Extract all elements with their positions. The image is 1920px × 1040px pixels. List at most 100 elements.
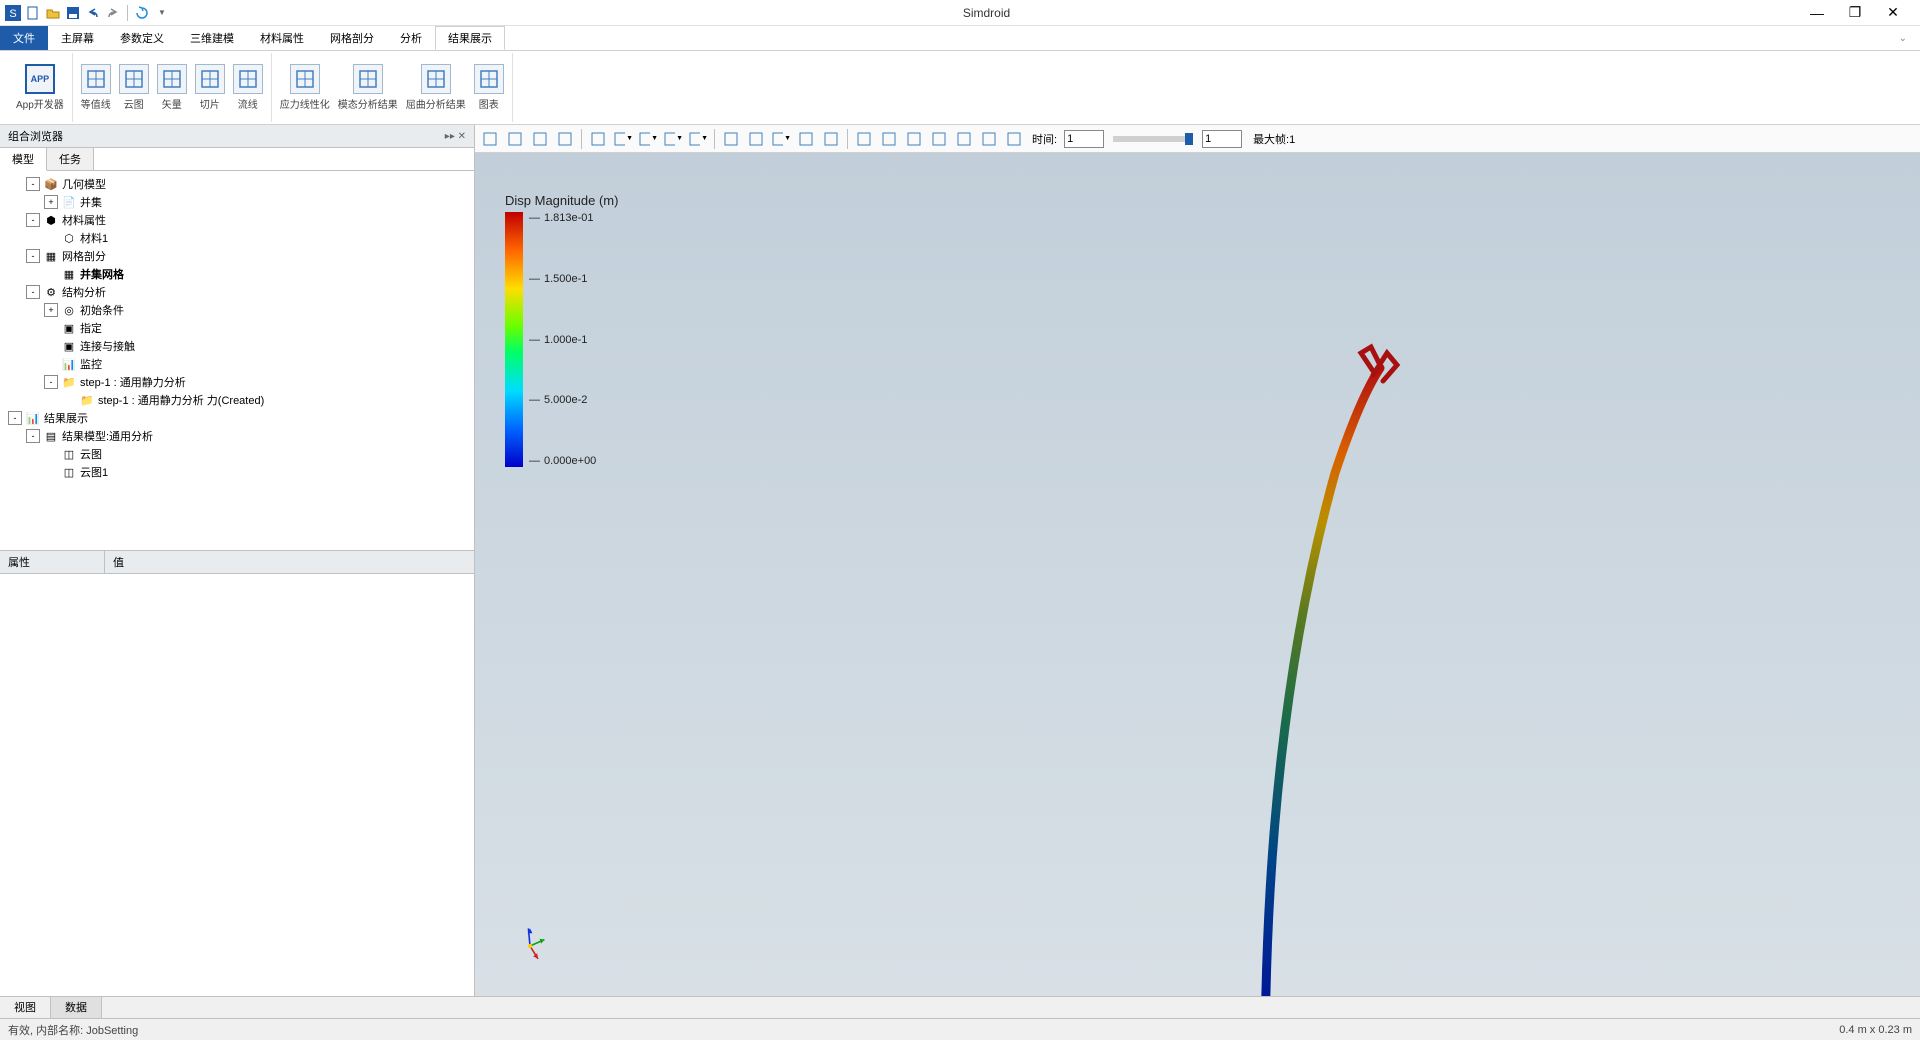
- tree-item-icon: ▦: [61, 266, 77, 282]
- tree-node[interactable]: ◫云图1: [0, 463, 474, 481]
- step-back-button[interactable]: [903, 128, 925, 150]
- layer-dd-button[interactable]: ▼: [612, 128, 634, 150]
- sidebar-tab-0[interactable]: 模型: [0, 148, 47, 171]
- zoom-extents-button[interactable]: [554, 128, 576, 150]
- tree-node[interactable]: -📁step-1 : 通用静力分析: [0, 373, 474, 391]
- camera-button[interactable]: [479, 128, 501, 150]
- statusbar: 有效, 内部名称: JobSetting 0.4 m x 0.23 m: [0, 1018, 1920, 1040]
- ribbon-btn-linearize[interactable]: 应力线性化: [278, 62, 332, 113]
- play-section-button[interactable]: [853, 128, 875, 150]
- tree-node[interactable]: 📁step-1 : 通用静力分析 力(Created): [0, 391, 474, 409]
- tree-node[interactable]: -▦网格剖分: [0, 247, 474, 265]
- tree-node[interactable]: +📄并集: [0, 193, 474, 211]
- maximize-button[interactable]: ❐: [1840, 3, 1870, 23]
- model-tree[interactable]: -📦几何模型+📄并集-⬢材料属性⬡材料1-▦网格剖分▦并集网格-⚙结构分析+◎初…: [0, 171, 474, 551]
- time-slider[interactable]: [1113, 136, 1193, 142]
- redo-icon[interactable]: [104, 4, 122, 22]
- frame-input[interactable]: [1202, 130, 1242, 148]
- tree-toggle-icon[interactable]: -: [26, 285, 40, 299]
- tree-toggle-icon[interactable]: -: [26, 177, 40, 191]
- undo-icon[interactable]: [84, 4, 102, 22]
- tree-node[interactable]: -📦几何模型: [0, 175, 474, 193]
- tree-label: 材料1: [80, 230, 108, 246]
- tree-node[interactable]: -📊结果展示: [0, 409, 474, 427]
- tree-toggle-icon[interactable]: -: [26, 213, 40, 227]
- ribbon-btn-contour[interactable]: 等值线: [79, 62, 113, 113]
- viewport-toolbar: ▼▼▼▼▼时间:最大帧:1: [475, 125, 1920, 153]
- tree-node[interactable]: ▣指定: [0, 319, 474, 337]
- minimize-button[interactable]: —: [1802, 3, 1832, 23]
- tree-node[interactable]: -▤结果模型:通用分析: [0, 427, 474, 445]
- tree-label: step-1 : 通用静力分析 力(Created): [98, 392, 264, 408]
- tree-node[interactable]: ▦并集网格: [0, 265, 474, 283]
- tree-label: 结构分析: [62, 284, 106, 300]
- menu-tab-2[interactable]: 三维建模: [177, 26, 247, 50]
- ribbon-btn-slice[interactable]: 切片: [193, 62, 227, 113]
- skip-first-button[interactable]: [878, 128, 900, 150]
- tree-toggle-icon[interactable]: -: [44, 375, 58, 389]
- tree-node[interactable]: ▣连接与接触: [0, 337, 474, 355]
- app-logo-icon[interactable]: S: [4, 4, 22, 22]
- rotate-ccw-button[interactable]: [795, 128, 817, 150]
- time-input[interactable]: [1064, 130, 1104, 148]
- erase-dd-button[interactable]: ▼: [687, 128, 709, 150]
- ribbon-label: App开发器: [16, 96, 64, 111]
- tree-node[interactable]: -⚙结构分析: [0, 283, 474, 301]
- tree-item-icon: ▦: [43, 248, 59, 264]
- ribbon-btn-chart[interactable]: 图表: [472, 62, 506, 113]
- export-button[interactable]: [504, 128, 526, 150]
- file-menu[interactable]: 文件: [0, 26, 48, 50]
- menu-tab-1[interactable]: 参数定义: [107, 26, 177, 50]
- tree-toggle-icon[interactable]: -: [8, 411, 22, 425]
- menu-tab-6[interactable]: 结果展示: [435, 26, 505, 50]
- marquee-button[interactable]: [720, 128, 742, 150]
- tree-node[interactable]: +◎初始条件: [0, 301, 474, 319]
- bottom-tab-0[interactable]: 视图: [0, 997, 51, 1018]
- new-file-icon[interactable]: [24, 4, 42, 22]
- loop-button[interactable]: [1003, 128, 1025, 150]
- tree-node[interactable]: -⬢材料属性: [0, 211, 474, 229]
- tree-toggle-icon[interactable]: -: [26, 249, 40, 263]
- zoom-button[interactable]: [529, 128, 551, 150]
- select-toggle-button[interactable]: [587, 128, 609, 150]
- sidebar: 组合浏览器 ▸▸ ✕ 模型任务 -📦几何模型+📄并集-⬢材料属性⬡材料1-▦网格…: [0, 125, 475, 996]
- tree-toggle-icon[interactable]: +: [44, 303, 58, 317]
- menu-tab-3[interactable]: 材料属性: [247, 26, 317, 50]
- rotate-cw-button[interactable]: [820, 128, 842, 150]
- ribbon-label: 图表: [479, 96, 499, 111]
- ribbon-collapse-icon[interactable]: ⌄: [1886, 26, 1920, 50]
- open-file-icon[interactable]: [44, 4, 62, 22]
- play-button[interactable]: [928, 128, 950, 150]
- skip-last-button[interactable]: [978, 128, 1000, 150]
- refresh-icon[interactable]: [133, 4, 151, 22]
- tree-label: 云图1: [80, 464, 108, 480]
- ribbon-btn-stream[interactable]: 流线: [231, 62, 265, 113]
- ribbon-btn-buckle[interactable]: 屈曲分析结果: [404, 62, 468, 113]
- ribbon-btn-cloud[interactable]: 云图: [117, 62, 151, 113]
- sidebar-tab-1[interactable]: 任务: [47, 148, 94, 170]
- menu-tab-4[interactable]: 网格剖分: [317, 26, 387, 50]
- viewport-3d[interactable]: Disp Magnitude (m) 1.813e-011.500e-11.00…: [475, 153, 1920, 996]
- close-button[interactable]: ✕: [1878, 3, 1908, 23]
- ribbon-btn-vector[interactable]: 矢量: [155, 62, 189, 113]
- main-area: 组合浏览器 ▸▸ ✕ 模型任务 -📦几何模型+📄并集-⬢材料属性⬡材料1-▦网格…: [0, 125, 1920, 996]
- tree-toggle-icon[interactable]: -: [26, 429, 40, 443]
- node-button[interactable]: [745, 128, 767, 150]
- tree-node[interactable]: ◫云图: [0, 445, 474, 463]
- brush-dd-button[interactable]: ▼: [662, 128, 684, 150]
- bottom-tabs: 视图数据: [0, 996, 1920, 1018]
- tree-toggle-icon[interactable]: +: [44, 195, 58, 209]
- menu-tab-5[interactable]: 分析: [387, 26, 435, 50]
- sidebar-pin-controls[interactable]: ▸▸ ✕: [445, 131, 466, 142]
- menu-tab-0[interactable]: 主屏幕: [48, 26, 107, 50]
- axis-dd-button[interactable]: ▼: [770, 128, 792, 150]
- ribbon-btn-APP[interactable]: APPApp开发器: [14, 62, 66, 113]
- step-fwd-button[interactable]: [953, 128, 975, 150]
- qat-dropdown-icon[interactable]: ▼: [153, 4, 171, 22]
- save-file-icon[interactable]: [64, 4, 82, 22]
- bottom-tab-1[interactable]: 数据: [51, 997, 102, 1018]
- ribbon-btn-modal[interactable]: 模态分析结果: [336, 62, 400, 113]
- tree-node[interactable]: ⬡材料1: [0, 229, 474, 247]
- box-dd-button[interactable]: ▼: [637, 128, 659, 150]
- tree-node[interactable]: 📊监控: [0, 355, 474, 373]
